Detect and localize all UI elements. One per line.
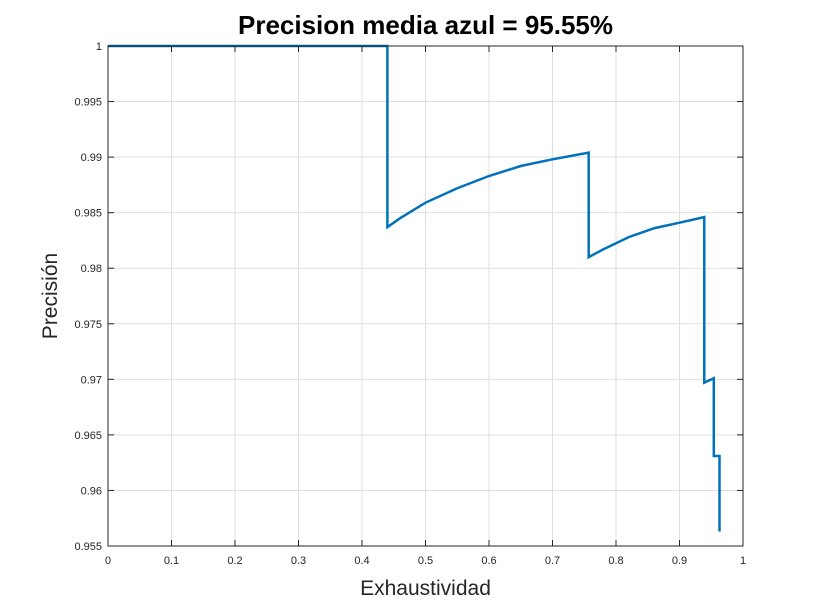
x-tick-label: 0.9: [672, 555, 687, 567]
x-tick-label: 0.3: [291, 555, 306, 567]
x-tick-label: 0.7: [545, 555, 560, 567]
y-tick-label: 0.995: [74, 97, 102, 109]
y-tick-label: 0.96: [81, 485, 102, 497]
x-tick-label: 0.5: [418, 555, 433, 567]
y-axis-label: Precisión: [39, 253, 62, 339]
ticks: 0 0.1 0.2 0.3 0.4 0.5 0.6 0.7 0.8 0.9 1 0.955 0.96 0.…: [74, 41, 746, 567]
x-axis-label: Exhaustividad: [360, 577, 491, 600]
y-tick-label: 0.97: [81, 374, 102, 386]
x-tick-label: 0.4: [354, 555, 369, 567]
x-tick-label: 0.2: [227, 555, 242, 567]
x-tick-label: 0.6: [481, 555, 496, 567]
y-tick-label: 0.99: [81, 152, 102, 164]
grid: [107, 45, 744, 547]
x-tick-label: 0.1: [164, 555, 179, 567]
x-tick-label: 0: [105, 555, 111, 567]
y-tick-label: 0.985: [74, 208, 102, 220]
y-tick-label: 0.975: [74, 319, 102, 331]
y-tick-label: 0.965: [74, 430, 102, 442]
y-tick-label: 1: [96, 41, 102, 53]
y-tick-label: 0.98: [81, 263, 102, 275]
series-layer: [108, 44, 721, 532]
chart-title: Precision media azul = 95.55%: [238, 10, 613, 40]
x-tick-label: 0.8: [608, 555, 623, 567]
y-tick-label: 0.955: [74, 541, 102, 553]
x-tick-label: 1: [740, 555, 746, 567]
series-line-0: [108, 44, 721, 532]
